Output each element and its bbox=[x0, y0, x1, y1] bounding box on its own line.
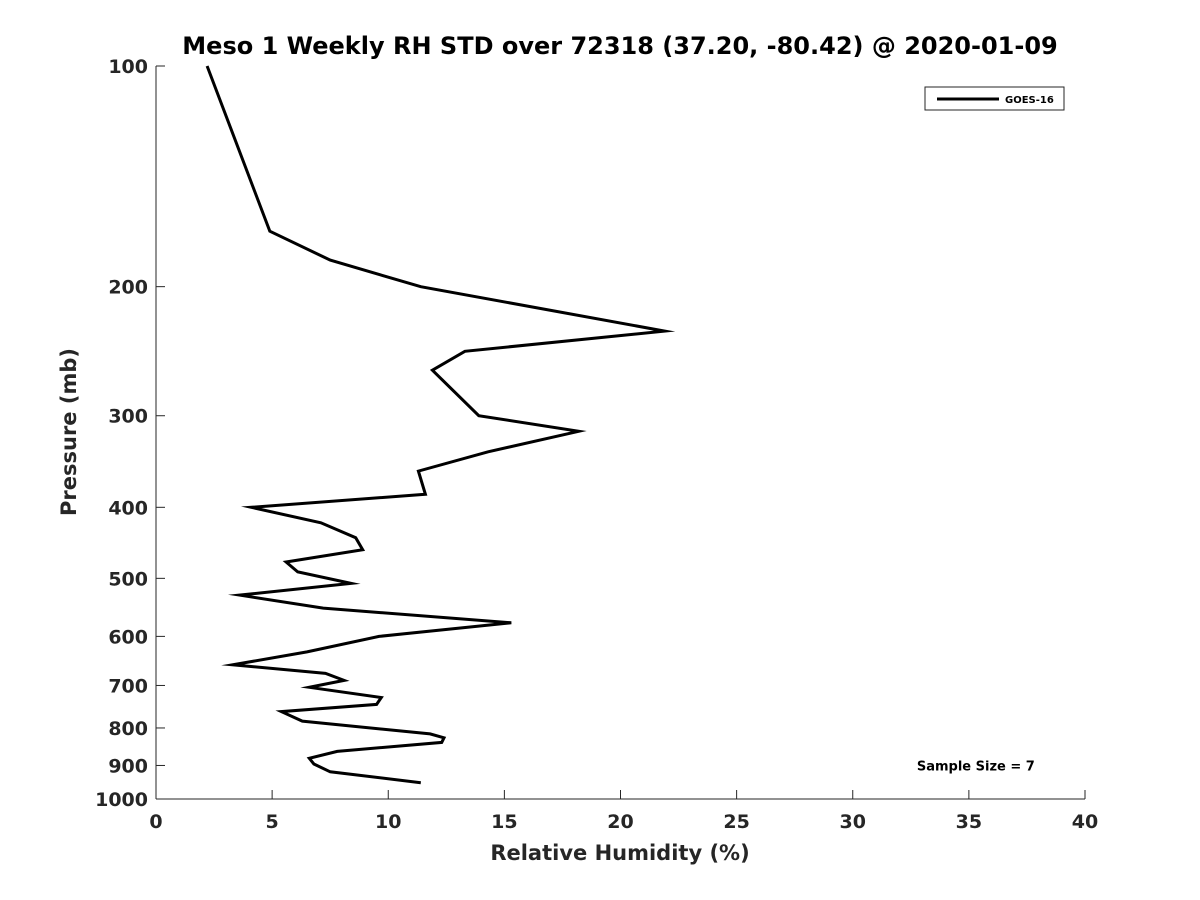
sample-size-annotation: Sample Size = 7 bbox=[917, 759, 1035, 774]
x-tick-label: 15 bbox=[491, 811, 517, 833]
x-tick-label: 0 bbox=[149, 811, 162, 833]
y-tick-label: 400 bbox=[108, 497, 148, 519]
y-tick-label: 700 bbox=[108, 675, 148, 697]
legend: GOES-16 bbox=[924, 86, 1065, 111]
x-tick-label: 5 bbox=[266, 811, 279, 833]
x-tick-label: 20 bbox=[607, 811, 633, 833]
plot-area bbox=[156, 66, 1085, 799]
y-tick-label: 800 bbox=[108, 718, 148, 740]
x-tick-label: 35 bbox=[956, 811, 982, 833]
x-axis: 0 5 10 15 20 25 30 35 40 bbox=[149, 790, 1098, 833]
y-axis-title: Pressure (mb) bbox=[57, 348, 81, 516]
x-tick-label: 25 bbox=[723, 811, 749, 833]
y-axis: 100 200 300 400 500 600 700 800 900 1000 bbox=[95, 56, 165, 811]
y-tick-label: 500 bbox=[108, 568, 148, 590]
legend-label-goes16: GOES-16 bbox=[1005, 95, 1054, 106]
y-tick-label: 100 bbox=[108, 56, 148, 78]
y-tick-label: 1000 bbox=[95, 789, 148, 811]
y-tick-label: 600 bbox=[108, 626, 148, 648]
chart-title: Meso 1 Weekly RH STD over 72318 (37.20, … bbox=[182, 32, 1057, 60]
series-layer bbox=[205, 65, 676, 785]
y-tick-label: 900 bbox=[108, 755, 148, 777]
series-line-goes16 bbox=[205, 65, 676, 785]
y-tick-label: 300 bbox=[108, 406, 148, 428]
x-axis-title: Relative Humidity (%) bbox=[490, 841, 749, 865]
x-tick-label: 10 bbox=[375, 811, 401, 833]
y-tick-label: 200 bbox=[108, 277, 148, 299]
x-tick-label: 40 bbox=[1072, 811, 1098, 833]
x-tick-label: 30 bbox=[840, 811, 866, 833]
